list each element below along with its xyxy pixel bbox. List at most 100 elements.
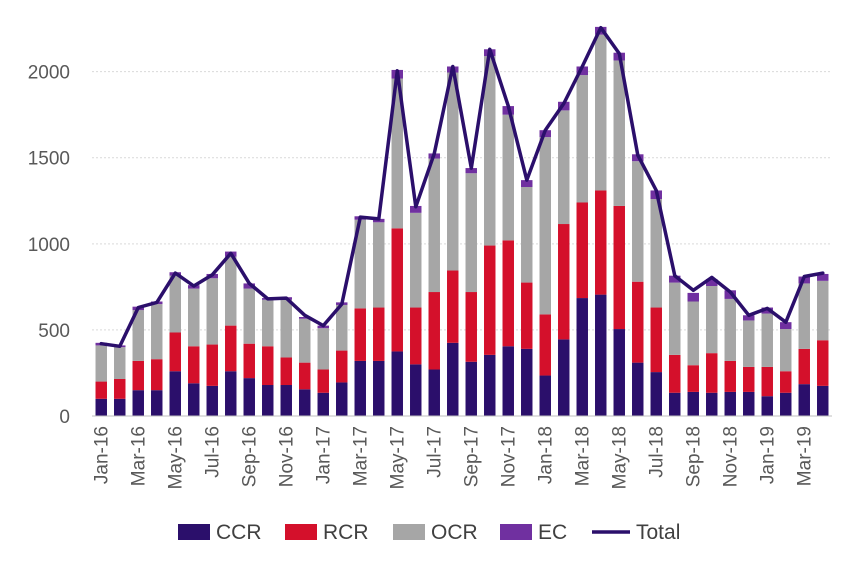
bar-ec-37 (780, 322, 792, 330)
bar-rcr-29 (632, 281, 644, 363)
bar-ccr-1 (114, 398, 126, 416)
x-tick-label: Sep-16 (239, 426, 260, 487)
bar-ocr-14 (354, 219, 366, 309)
bar-ccr-11 (299, 389, 311, 416)
total-point-12 (321, 324, 325, 328)
bar-ccr-7 (225, 371, 237, 416)
bar-ccr-22 (502, 346, 514, 416)
bar-rcr-21 (484, 245, 496, 355)
x-tick-label: Mar-16 (128, 426, 149, 486)
bar-rcr-27 (595, 190, 607, 295)
bar-rcr-0 (95, 381, 107, 399)
total-line (99, 25, 825, 349)
bar-ocr-6 (206, 278, 218, 345)
bar-ec-20 (465, 168, 477, 174)
bar-ocr-29 (632, 161, 644, 282)
bar-ccr-16 (391, 351, 403, 416)
bar-ec-11 (299, 317, 311, 319)
y-tick-label: 500 (38, 321, 70, 342)
total-point-17 (414, 205, 418, 209)
bar-ccr-27 (595, 294, 607, 416)
x-tick-label: Jan-17 (313, 426, 334, 484)
total-point-32 (691, 288, 695, 292)
bar-rcr-12 (317, 369, 329, 393)
bar-ccr-28 (613, 329, 625, 416)
y-tick-label: 2000 (28, 63, 70, 84)
bar-rcr-30 (650, 307, 662, 373)
x-tick-label: Sep-18 (683, 426, 704, 487)
x-tick-label: Nov-18 (720, 426, 741, 487)
bar-ocr-1 (114, 347, 126, 379)
bar-rcr-20 (465, 292, 477, 362)
y-axis-ticks: 0 500 1000 1500 2000 (28, 63, 70, 428)
bar-ccr-13 (336, 382, 348, 416)
bar-ec-32 (687, 292, 699, 302)
bar-ccr-19 (447, 342, 459, 416)
total-point-37 (784, 320, 788, 324)
legend: CCR RCR OCR EC Total (178, 521, 680, 544)
bar-rcr-5 (188, 346, 200, 384)
total-point-39 (821, 271, 825, 275)
bar-ocr-26 (576, 75, 588, 203)
total-point-7 (229, 251, 233, 255)
bar-ocr-22 (502, 114, 514, 241)
bar-ocr-39 (817, 280, 829, 341)
bar-ocr-3 (151, 304, 163, 360)
legend-label-ocr: OCR (431, 521, 478, 544)
bar-ccr-29 (632, 362, 644, 416)
bar-ocr-13 (336, 304, 348, 351)
bar-rcr-38 (798, 348, 810, 385)
total-point-2 (136, 306, 140, 310)
bar-rcr-26 (576, 202, 588, 299)
bar-ocr-30 (650, 199, 662, 308)
bar-ec-35 (743, 315, 755, 321)
legend-label-total: Total (636, 521, 680, 544)
x-tick-label: Mar-17 (350, 426, 371, 486)
total-point-30 (654, 188, 658, 192)
bar-ccr-12 (317, 392, 329, 416)
bar-ocr-32 (687, 301, 699, 366)
legend-label-rcr: RCR (323, 521, 369, 544)
total-point-38 (802, 275, 806, 279)
bar-ccr-26 (576, 298, 588, 416)
bar-ocr-15 (373, 222, 385, 308)
bar-rcr-31 (669, 354, 681, 393)
bars (95, 26, 829, 416)
bar-ccr-23 (521, 348, 533, 416)
bar-ocr-38 (798, 283, 810, 349)
total-point-4 (173, 271, 177, 275)
bar-ccr-17 (410, 364, 422, 416)
bar-rcr-2 (132, 360, 144, 391)
total-point-9 (266, 297, 270, 301)
bar-rcr-15 (373, 307, 385, 361)
bar-rcr-1 (114, 378, 126, 399)
total-point-1 (118, 344, 122, 348)
bar-ec-31 (669, 275, 681, 283)
bar-ocr-33 (706, 286, 718, 354)
bar-rcr-25 (558, 224, 570, 340)
bar-ocr-11 (299, 318, 311, 363)
total-point-29 (636, 153, 640, 157)
bar-ocr-36 (761, 313, 773, 367)
bar-rcr-28 (613, 205, 625, 330)
total-point-13 (340, 302, 344, 306)
bar-ec-39 (817, 273, 829, 281)
y-tick-label: 0 (59, 407, 70, 428)
bar-rcr-16 (391, 228, 403, 352)
x-tick-label: Jan-18 (535, 426, 556, 484)
total-point-27 (599, 26, 603, 30)
x-tick-label: Jan-19 (757, 426, 778, 484)
bar-ocr-7 (225, 256, 237, 326)
bar-ccr-31 (669, 392, 681, 416)
bar-rcr-34 (724, 360, 736, 392)
bar-ccr-30 (650, 372, 662, 416)
bar-rcr-4 (169, 332, 181, 372)
total-point-3 (155, 300, 159, 304)
total-point-16 (395, 69, 399, 73)
bar-ccr-3 (151, 390, 163, 416)
total-point-14 (358, 215, 362, 219)
total-point-31 (673, 274, 677, 278)
bar-ccr-15 (373, 360, 385, 416)
bar-rcr-14 (354, 308, 366, 361)
total-point-15 (377, 217, 381, 221)
